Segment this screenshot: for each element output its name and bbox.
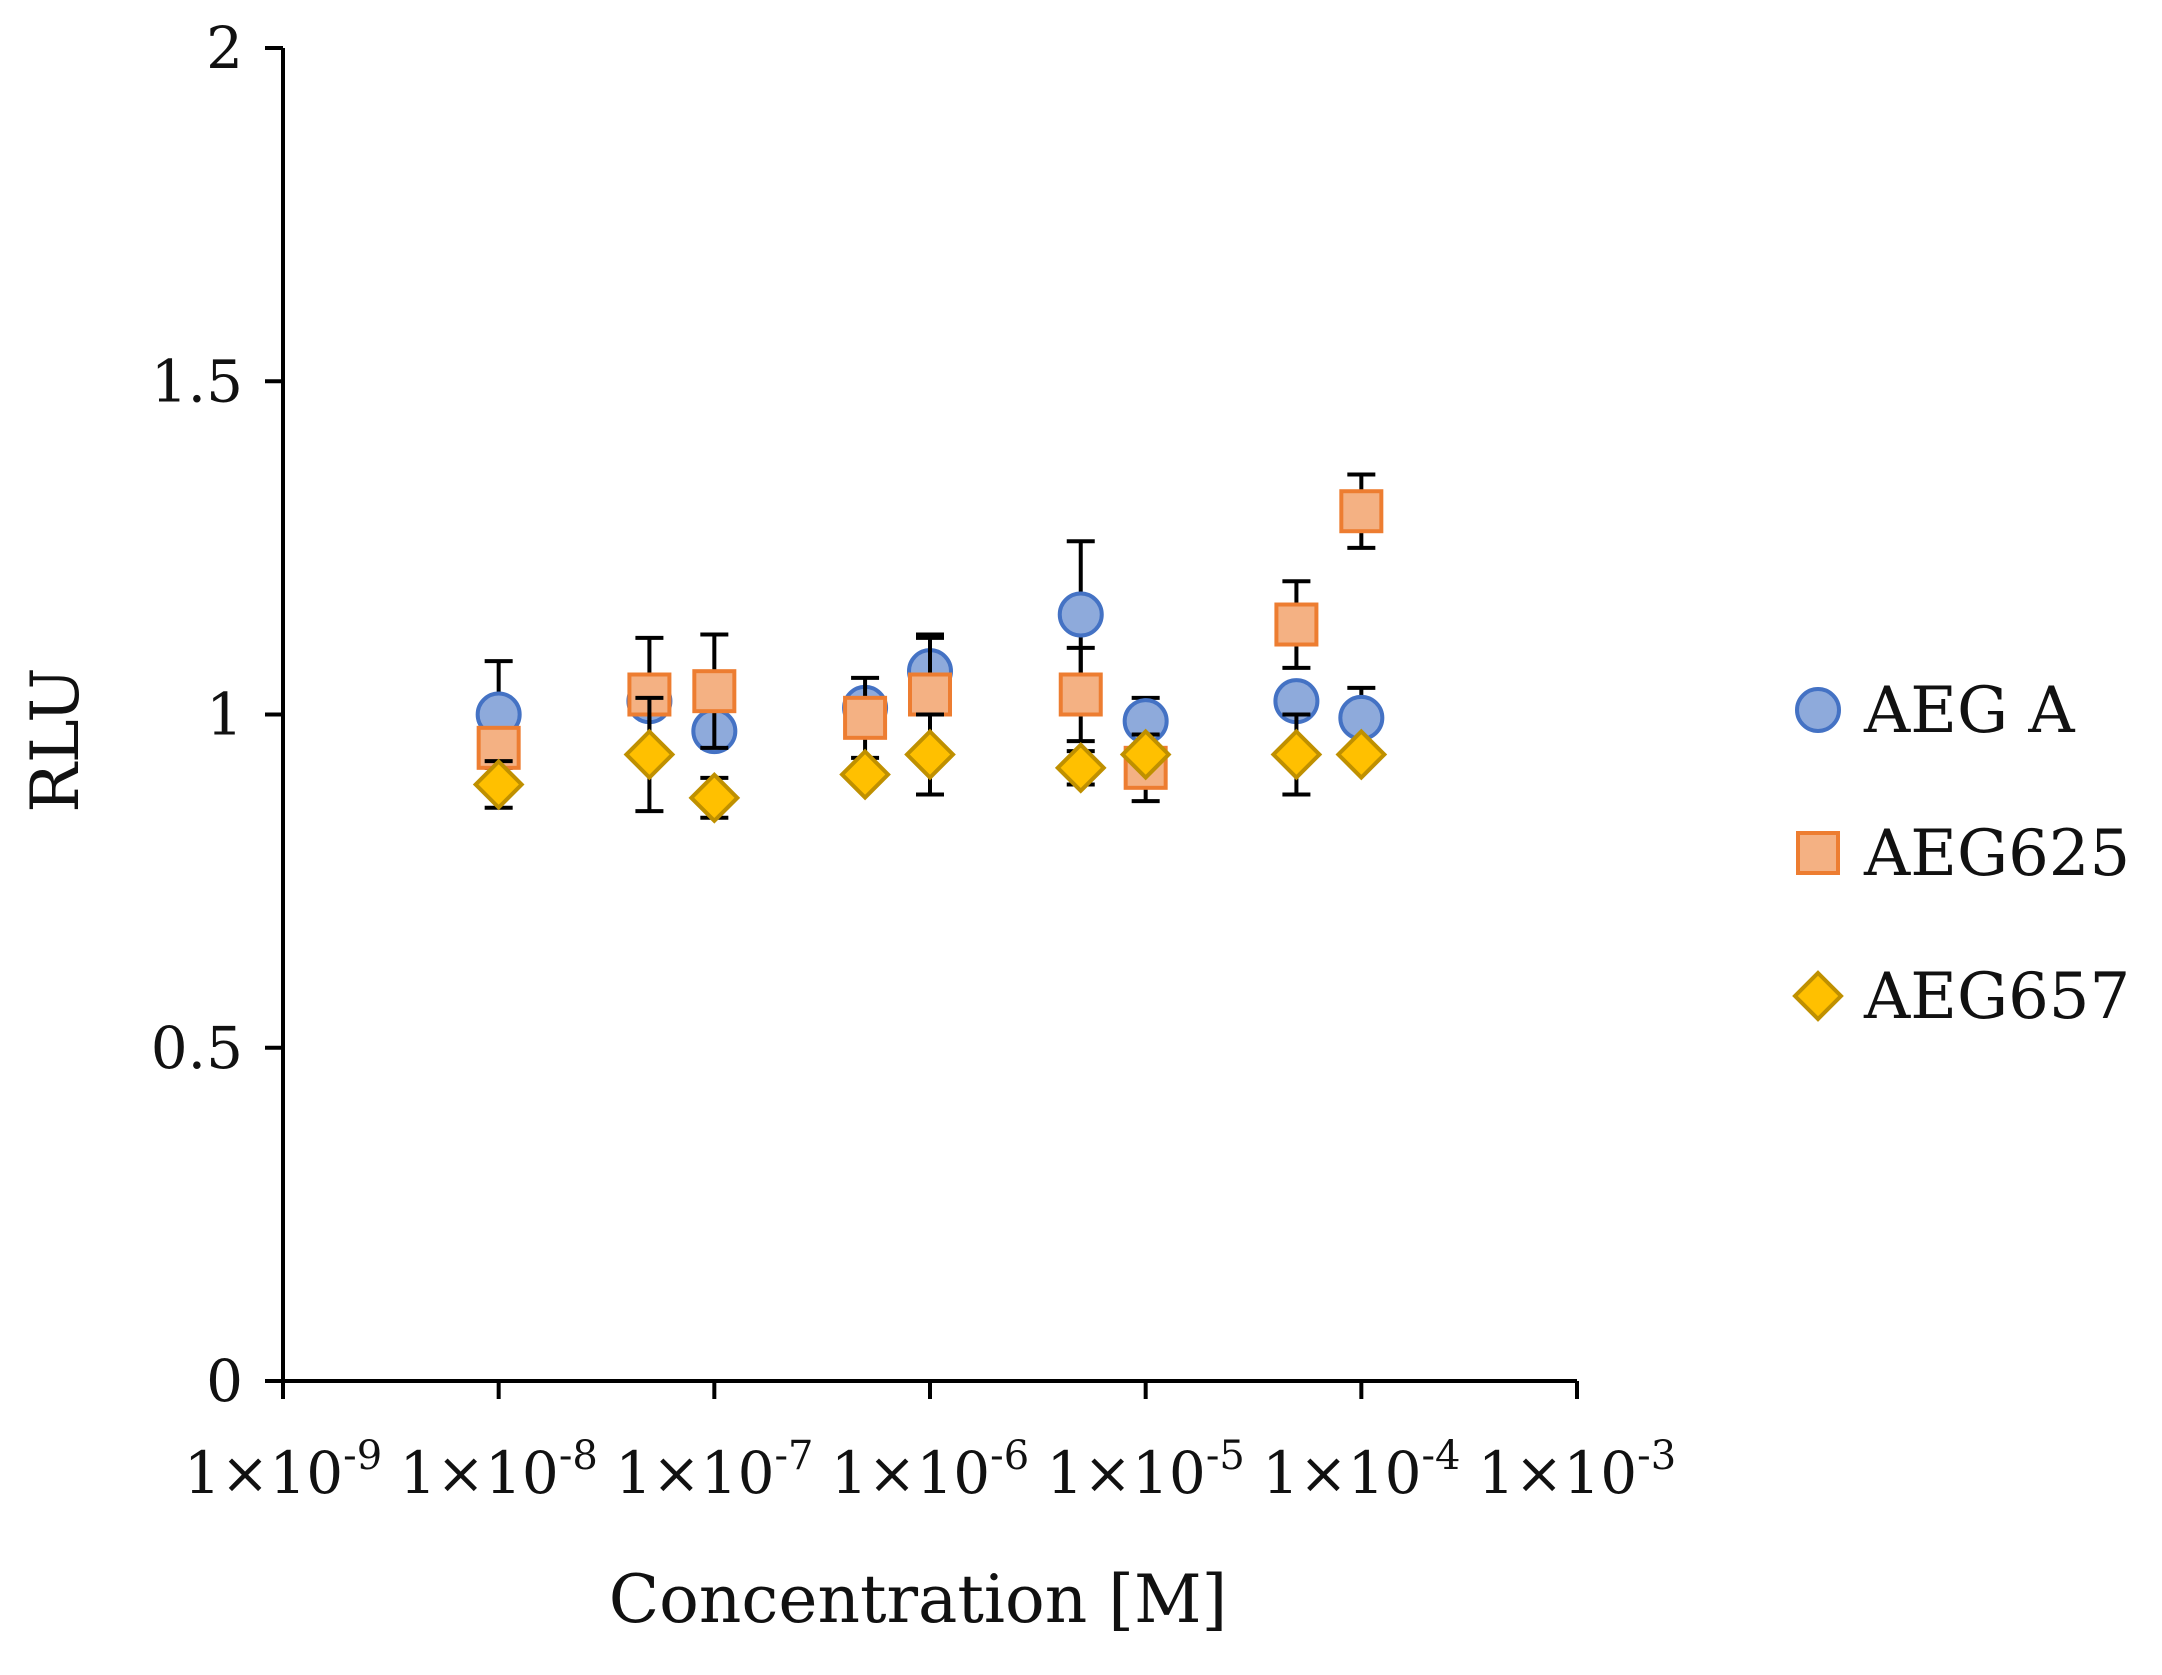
legend-label: AEG A — [1863, 674, 2075, 748]
data-point — [472, 758, 525, 811]
legend-label: AEG625 — [1863, 817, 2130, 891]
y-tick-label: 2 — [206, 14, 243, 82]
x-tick-label: 1×10-3 — [1478, 1433, 1676, 1507]
x-tick-label: 1×10-8 — [400, 1433, 598, 1507]
series-aeg657 — [472, 695, 1388, 824]
x-axis-title: Concentration [M] — [609, 1561, 1228, 1638]
data-point — [1335, 728, 1388, 781]
legend-item: AEG A — [1795, 674, 2075, 748]
plot-area — [472, 472, 1388, 824]
axes: 00.511.521×10-9 1×10-8 1×10-7 1×10-6 1×10-5 1… — [151, 14, 1676, 1507]
data-point — [1058, 672, 1103, 717]
legend: AEG A AEG625 AEG657 — [1792, 674, 2130, 1034]
data-point — [1119, 728, 1172, 781]
data-point — [623, 728, 676, 781]
x-tick-label: 1×10-5 — [1047, 1433, 1245, 1507]
y-axis-title: RLU — [17, 667, 94, 813]
y-tick-label: 0.5 — [151, 1014, 243, 1082]
data-point — [1270, 728, 1323, 781]
data-point — [688, 771, 741, 824]
legend-marker — [1792, 970, 1844, 1022]
x-tick-label: 1×10-9 — [184, 1433, 382, 1507]
y-tick-label: 1 — [206, 681, 243, 749]
data-point — [1054, 741, 1107, 794]
legend-label: AEG657 — [1863, 960, 2130, 1034]
data-point — [839, 748, 891, 801]
data-point — [904, 728, 956, 781]
x-tick-label: 1×10-6 — [831, 1433, 1029, 1507]
y-tick-label: 0 — [206, 1347, 243, 1415]
x-tick-label: 1×10-7 — [615, 1433, 813, 1507]
x-tick-label: 1×10-4 — [1262, 1433, 1460, 1507]
legend-item: AEG625 — [1796, 817, 2130, 891]
data-point — [692, 669, 737, 714]
data-point — [1057, 591, 1104, 638]
data-point — [1339, 489, 1384, 534]
y-tick-label: 1.5 — [151, 347, 243, 415]
data-point — [1274, 602, 1319, 647]
legend-marker — [1795, 687, 1841, 733]
legend-item: AEG657 — [1792, 960, 2130, 1034]
data-point — [908, 672, 952, 717]
legend-marker — [1796, 831, 1840, 875]
data-point — [843, 695, 888, 740]
